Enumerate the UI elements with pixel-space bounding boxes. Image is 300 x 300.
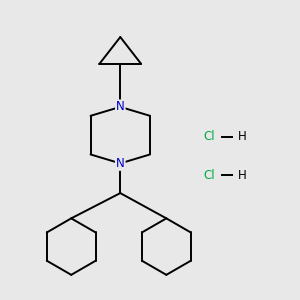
- Text: H: H: [238, 169, 246, 182]
- Text: Cl: Cl: [203, 169, 215, 182]
- Text: H: H: [238, 130, 246, 143]
- Text: Cl: Cl: [203, 130, 215, 143]
- Text: N: N: [116, 100, 125, 113]
- Text: N: N: [116, 157, 125, 170]
